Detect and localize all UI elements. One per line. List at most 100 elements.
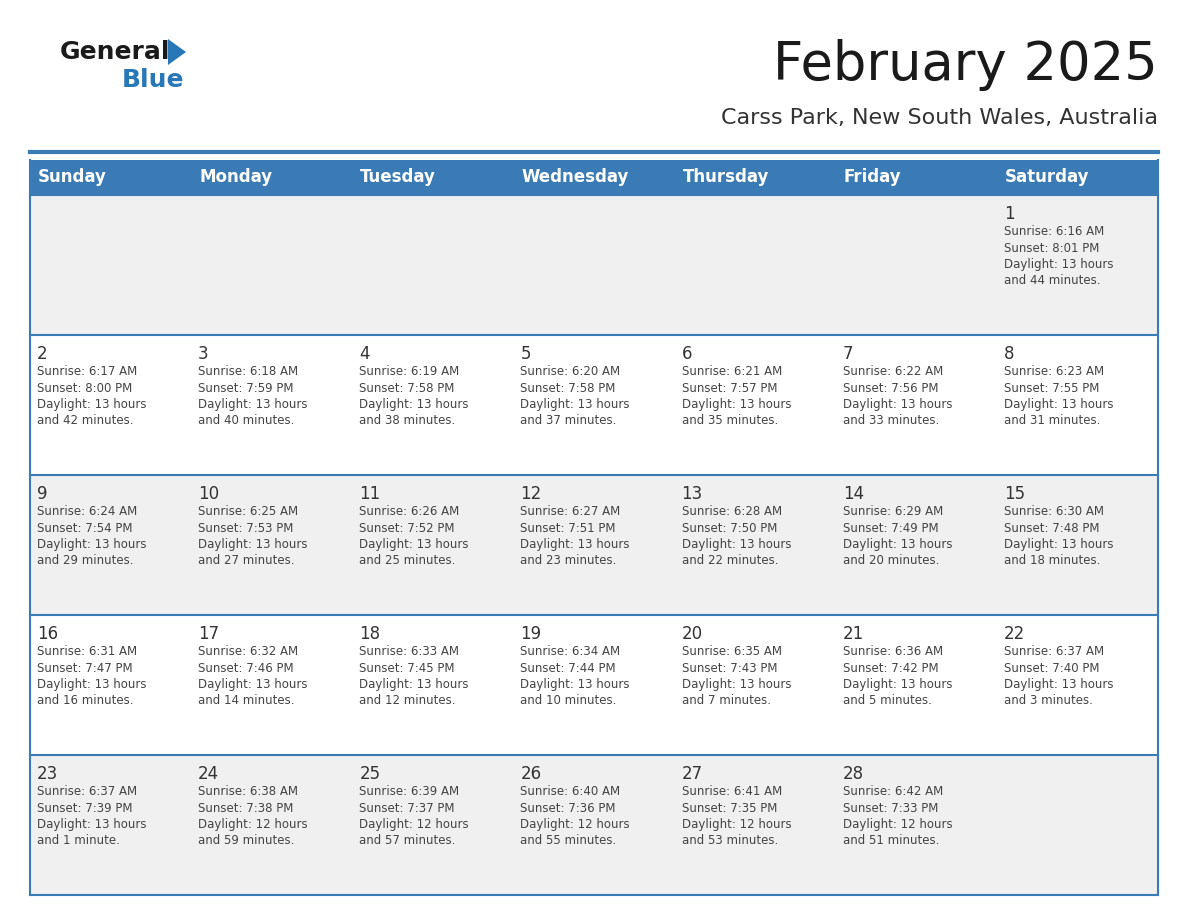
Text: Daylight: 13 hours: Daylight: 13 hours xyxy=(37,818,146,831)
Text: and 40 minutes.: and 40 minutes. xyxy=(198,415,295,428)
Text: 27: 27 xyxy=(682,765,702,783)
Text: Sunrise: 6:38 AM: Sunrise: 6:38 AM xyxy=(198,785,298,798)
Text: 8: 8 xyxy=(1004,345,1015,363)
Text: 10: 10 xyxy=(198,485,220,503)
Text: 21: 21 xyxy=(842,625,864,643)
Text: and 37 minutes.: and 37 minutes. xyxy=(520,415,617,428)
Text: and 5 minutes.: and 5 minutes. xyxy=(842,695,931,708)
Text: 5: 5 xyxy=(520,345,531,363)
Polygon shape xyxy=(168,39,187,65)
Text: and 31 minutes.: and 31 minutes. xyxy=(1004,415,1100,428)
Text: 2: 2 xyxy=(37,345,48,363)
Text: 9: 9 xyxy=(37,485,48,503)
Text: Sunset: 7:47 PM: Sunset: 7:47 PM xyxy=(37,662,133,675)
Text: Sunset: 7:52 PM: Sunset: 7:52 PM xyxy=(359,521,455,534)
Text: Sunrise: 6:22 AM: Sunrise: 6:22 AM xyxy=(842,365,943,378)
Text: Daylight: 13 hours: Daylight: 13 hours xyxy=(842,678,953,691)
Text: and 20 minutes.: and 20 minutes. xyxy=(842,554,939,567)
Text: 11: 11 xyxy=(359,485,380,503)
Text: 23: 23 xyxy=(37,765,58,783)
Text: Sunrise: 6:36 AM: Sunrise: 6:36 AM xyxy=(842,645,943,658)
Text: and 57 minutes.: and 57 minutes. xyxy=(359,834,456,847)
Text: 18: 18 xyxy=(359,625,380,643)
Bar xyxy=(30,475,1158,615)
Text: Thursday: Thursday xyxy=(683,169,769,186)
Bar xyxy=(30,755,1158,895)
Text: Daylight: 13 hours: Daylight: 13 hours xyxy=(842,398,953,411)
Text: Daylight: 13 hours: Daylight: 13 hours xyxy=(1004,258,1113,271)
Text: and 53 minutes.: and 53 minutes. xyxy=(682,834,778,847)
Bar xyxy=(997,160,1158,195)
Text: Sunset: 7:58 PM: Sunset: 7:58 PM xyxy=(520,382,615,395)
Text: Daylight: 13 hours: Daylight: 13 hours xyxy=(682,678,791,691)
Text: Sunset: 7:55 PM: Sunset: 7:55 PM xyxy=(1004,382,1099,395)
Text: Daylight: 13 hours: Daylight: 13 hours xyxy=(1004,398,1113,411)
Text: Sunset: 7:37 PM: Sunset: 7:37 PM xyxy=(359,801,455,814)
Text: Sunset: 7:36 PM: Sunset: 7:36 PM xyxy=(520,801,615,814)
Text: and 42 minutes.: and 42 minutes. xyxy=(37,415,133,428)
Text: and 25 minutes.: and 25 minutes. xyxy=(359,554,456,567)
Text: Daylight: 13 hours: Daylight: 13 hours xyxy=(520,398,630,411)
Text: 7: 7 xyxy=(842,345,853,363)
Text: Sunrise: 6:32 AM: Sunrise: 6:32 AM xyxy=(198,645,298,658)
Text: 24: 24 xyxy=(198,765,220,783)
Text: and 22 minutes.: and 22 minutes. xyxy=(682,554,778,567)
Text: Sunset: 8:01 PM: Sunset: 8:01 PM xyxy=(1004,241,1099,254)
Text: Sunset: 7:48 PM: Sunset: 7:48 PM xyxy=(1004,521,1099,534)
Text: and 23 minutes.: and 23 minutes. xyxy=(520,554,617,567)
Text: Sunrise: 6:31 AM: Sunrise: 6:31 AM xyxy=(37,645,137,658)
Text: Daylight: 13 hours: Daylight: 13 hours xyxy=(1004,678,1113,691)
Bar xyxy=(353,160,513,195)
Text: 4: 4 xyxy=(359,345,369,363)
Text: Sunrise: 6:17 AM: Sunrise: 6:17 AM xyxy=(37,365,138,378)
Text: and 7 minutes.: and 7 minutes. xyxy=(682,695,771,708)
Text: Daylight: 13 hours: Daylight: 13 hours xyxy=(1004,538,1113,551)
Text: Sunset: 7:42 PM: Sunset: 7:42 PM xyxy=(842,662,939,675)
Text: 16: 16 xyxy=(37,625,58,643)
Text: Sunrise: 6:37 AM: Sunrise: 6:37 AM xyxy=(1004,645,1104,658)
Text: Daylight: 13 hours: Daylight: 13 hours xyxy=(198,398,308,411)
Bar xyxy=(30,615,1158,755)
Text: Daylight: 13 hours: Daylight: 13 hours xyxy=(520,678,630,691)
Text: Daylight: 13 hours: Daylight: 13 hours xyxy=(37,398,146,411)
Text: 14: 14 xyxy=(842,485,864,503)
Bar xyxy=(191,160,353,195)
Text: 3: 3 xyxy=(198,345,209,363)
Text: 28: 28 xyxy=(842,765,864,783)
Text: Daylight: 13 hours: Daylight: 13 hours xyxy=(198,678,308,691)
Text: and 33 minutes.: and 33 minutes. xyxy=(842,415,939,428)
Text: Sunset: 7:35 PM: Sunset: 7:35 PM xyxy=(682,801,777,814)
Text: Tuesday: Tuesday xyxy=(360,169,436,186)
Text: 17: 17 xyxy=(198,625,220,643)
Text: and 38 minutes.: and 38 minutes. xyxy=(359,415,455,428)
Text: Sunset: 7:54 PM: Sunset: 7:54 PM xyxy=(37,521,133,534)
Text: Sunrise: 6:16 AM: Sunrise: 6:16 AM xyxy=(1004,225,1104,238)
Text: Sunset: 7:59 PM: Sunset: 7:59 PM xyxy=(198,382,293,395)
Text: Sunset: 7:49 PM: Sunset: 7:49 PM xyxy=(842,521,939,534)
Text: Sunrise: 6:40 AM: Sunrise: 6:40 AM xyxy=(520,785,620,798)
Text: Sunrise: 6:41 AM: Sunrise: 6:41 AM xyxy=(682,785,782,798)
Text: Sunset: 7:56 PM: Sunset: 7:56 PM xyxy=(842,382,939,395)
Text: Sunrise: 6:35 AM: Sunrise: 6:35 AM xyxy=(682,645,782,658)
Text: Sunrise: 6:24 AM: Sunrise: 6:24 AM xyxy=(37,505,138,518)
Text: Daylight: 13 hours: Daylight: 13 hours xyxy=(682,398,791,411)
Text: Sunrise: 6:21 AM: Sunrise: 6:21 AM xyxy=(682,365,782,378)
Text: 26: 26 xyxy=(520,765,542,783)
Text: 13: 13 xyxy=(682,485,703,503)
Text: Sunset: 7:46 PM: Sunset: 7:46 PM xyxy=(198,662,293,675)
Text: Wednesday: Wednesday xyxy=(522,169,628,186)
Text: General: General xyxy=(61,40,171,64)
Text: and 10 minutes.: and 10 minutes. xyxy=(520,695,617,708)
Text: Daylight: 12 hours: Daylight: 12 hours xyxy=(682,818,791,831)
Text: Sunrise: 6:18 AM: Sunrise: 6:18 AM xyxy=(198,365,298,378)
Text: Daylight: 13 hours: Daylight: 13 hours xyxy=(520,538,630,551)
Text: Sunrise: 6:39 AM: Sunrise: 6:39 AM xyxy=(359,785,460,798)
Text: and 44 minutes.: and 44 minutes. xyxy=(1004,274,1100,287)
Text: Friday: Friday xyxy=(843,169,902,186)
Text: and 18 minutes.: and 18 minutes. xyxy=(1004,554,1100,567)
Text: Daylight: 13 hours: Daylight: 13 hours xyxy=(359,398,469,411)
Text: and 59 minutes.: and 59 minutes. xyxy=(198,834,295,847)
Text: Sunset: 7:39 PM: Sunset: 7:39 PM xyxy=(37,801,133,814)
Text: 25: 25 xyxy=(359,765,380,783)
Bar xyxy=(835,160,997,195)
